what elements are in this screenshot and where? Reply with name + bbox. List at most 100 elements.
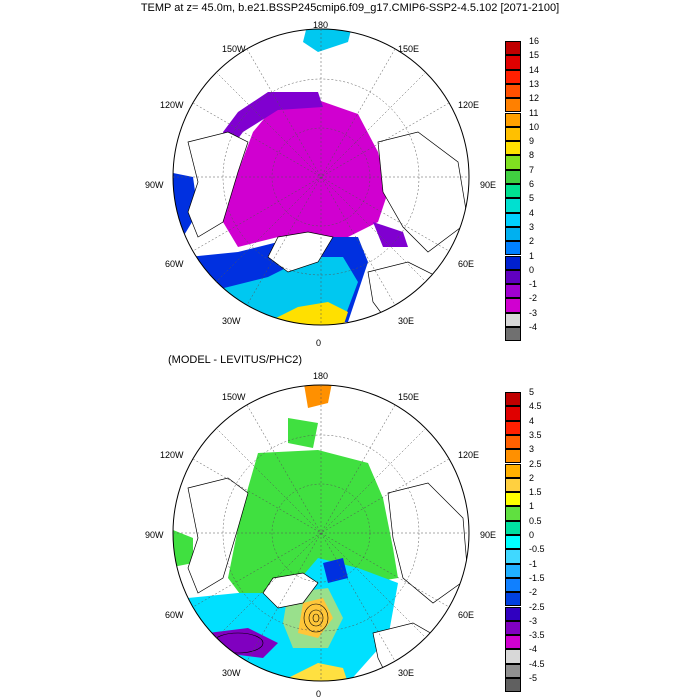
bottom-colorbar-label: -2.5 bbox=[529, 601, 545, 612]
top-lon-120w: 120W bbox=[160, 100, 184, 110]
bottom-colorbar-swatch bbox=[505, 492, 521, 507]
top-colorbar-swatch bbox=[505, 112, 521, 127]
top-lon-60e: 60E bbox=[458, 259, 475, 269]
bottom-lon-0: 0 bbox=[316, 689, 322, 699]
top-lon-150w: 150W bbox=[222, 44, 246, 54]
top-lon-150e: 150E bbox=[398, 44, 420, 54]
bottom-colorbar-label: -0.5 bbox=[529, 544, 545, 555]
top-colorbar-label: 7 bbox=[529, 164, 535, 175]
bottom-colorbar-swatch bbox=[505, 420, 521, 435]
top-lon-90w: 90W bbox=[145, 180, 164, 190]
top-colorbar-swatch bbox=[505, 126, 521, 142]
bottom-colorbar-label: 3 bbox=[529, 444, 535, 455]
top-colorbar-swatch bbox=[505, 255, 521, 270]
bottom-lon-60w: 60W bbox=[165, 610, 184, 620]
top-colorbar-swatch bbox=[505, 141, 521, 156]
bottom-lon-180: 180 bbox=[313, 371, 329, 381]
top-colorbar-swatch bbox=[505, 298, 521, 313]
bottom-colorbar-swatch bbox=[505, 635, 521, 650]
bottom-colorbar-swatch bbox=[505, 592, 521, 607]
bottom-colorbar-label: 1 bbox=[529, 501, 535, 512]
bottom-colorbar-label: 1.5 bbox=[529, 487, 542, 498]
bottom-polar-map bbox=[172, 384, 470, 682]
bottom-colorbar-label: -4.5 bbox=[529, 658, 545, 669]
top-colorbar-swatch bbox=[505, 212, 521, 227]
top-colorbar-label: -1 bbox=[529, 279, 538, 290]
top-lon-180: 180 bbox=[313, 20, 329, 30]
bottom-colorbar-label: 5 bbox=[529, 387, 535, 397]
bottom-arctic-field bbox=[228, 450, 398, 598]
top-colorbar-label: 11 bbox=[529, 107, 539, 118]
difference-subtitle: (MODEL - LEVITUS/PHC2) bbox=[168, 354, 303, 366]
bottom-colorbar-swatch bbox=[505, 577, 521, 593]
top-arctic-field bbox=[223, 100, 388, 247]
top-colorbar-label: -4 bbox=[529, 322, 538, 332]
top-colorbar-swatch bbox=[505, 226, 521, 242]
bottom-colorbar-swatch bbox=[505, 549, 521, 564]
top-colorbar-label: 12 bbox=[529, 93, 540, 104]
bottom-colorbar-swatch bbox=[505, 434, 521, 450]
top-colorbar-swatch bbox=[505, 312, 521, 327]
bottom-colorbar-swatch bbox=[505, 663, 521, 678]
top-colorbar-label: 13 bbox=[529, 78, 540, 89]
top-colorbar-label: 10 bbox=[529, 121, 540, 132]
bottom-colorbar-swatch bbox=[505, 506, 521, 521]
top-colorbar-swatch bbox=[505, 269, 521, 285]
bottom-colorbar-label: 4 bbox=[529, 415, 535, 426]
top-lon-90e: 90E bbox=[480, 180, 497, 190]
bottom-lon-120w: 120W bbox=[160, 450, 184, 460]
top-colorbar-label: 0 bbox=[529, 264, 535, 275]
top-colorbar-label: 5 bbox=[529, 193, 535, 204]
bottom-colorbar-label: 2 bbox=[529, 472, 535, 483]
top-shelf-east bbox=[373, 222, 408, 247]
top-colorbar-swatch bbox=[505, 284, 521, 299]
top-colorbar-swatch bbox=[505, 198, 521, 213]
top-colorbar-swatch bbox=[505, 69, 521, 84]
bottom-lon-90e: 90E bbox=[480, 530, 497, 540]
bottom-south-yellow bbox=[288, 663, 348, 681]
bottom-colorbar-swatch bbox=[505, 620, 521, 636]
top-colorbar-label: 4 bbox=[529, 207, 535, 218]
top-colorbar-swatch bbox=[505, 155, 521, 170]
bottom-bering-green bbox=[288, 418, 318, 448]
bottom-colorbar-swatch bbox=[505, 406, 521, 421]
top-polar-map bbox=[172, 28, 470, 326]
bottom-colorbar-swatch bbox=[505, 477, 521, 493]
top-colorbar-label: 3 bbox=[529, 221, 535, 232]
top-colorbar-swatch bbox=[505, 241, 521, 256]
bottom-lon-60e: 60E bbox=[458, 610, 475, 620]
bottom-colorbar-swatch bbox=[505, 563, 521, 578]
top-lon-60w: 60W bbox=[165, 259, 184, 269]
bottom-blue-patch bbox=[323, 558, 348, 583]
top-colorbar-label: -2 bbox=[529, 293, 538, 304]
bottom-colorbar-label: -1.5 bbox=[529, 572, 545, 583]
top-colorbar-label: 9 bbox=[529, 136, 535, 147]
top-lon-30e: 30E bbox=[398, 316, 415, 326]
bottom-colorbar-swatch bbox=[505, 649, 521, 664]
bottom-lon-150e: 150E bbox=[398, 392, 420, 402]
top-colorbar-swatch bbox=[505, 55, 521, 70]
top-colorbar-swatch bbox=[505, 169, 521, 184]
top-shelf-field bbox=[223, 92, 323, 152]
top-lon-30w: 30W bbox=[222, 316, 241, 326]
bottom-colorbar-label: -1 bbox=[529, 558, 538, 569]
top-colorbar-label: 15 bbox=[529, 50, 540, 61]
top-lon-120e: 120E bbox=[458, 100, 480, 110]
top-colorbar-swatch bbox=[505, 41, 521, 56]
bottom-lon-150w: 150W bbox=[222, 392, 246, 402]
bottom-colorbar-label: -5 bbox=[529, 673, 538, 683]
bottom-colorbar-label: -3.5 bbox=[529, 630, 545, 641]
top-colorbar-swatch bbox=[505, 98, 521, 113]
bottom-lon-30w: 30W bbox=[222, 668, 241, 678]
bottom-colorbar-label: 0.5 bbox=[529, 515, 542, 526]
top-colorbar-label: 14 bbox=[529, 64, 540, 75]
bottom-colorbar-label: -3 bbox=[529, 615, 538, 626]
bottom-colorbar-label: -4 bbox=[529, 644, 538, 655]
bottom-colorbar-label: 4.5 bbox=[529, 401, 542, 412]
top-colorbar-label: 16 bbox=[529, 36, 540, 46]
bottom-lon-120e: 120E bbox=[458, 450, 480, 460]
top-colorbar-label: -3 bbox=[529, 307, 538, 318]
bottom-lon-90w: 90W bbox=[145, 530, 164, 540]
top-colorbar-swatch bbox=[505, 83, 521, 99]
plot-title: TEMP at z= 45.0m, b.e21.BSSP245cmip6.f09… bbox=[140, 2, 560, 14]
